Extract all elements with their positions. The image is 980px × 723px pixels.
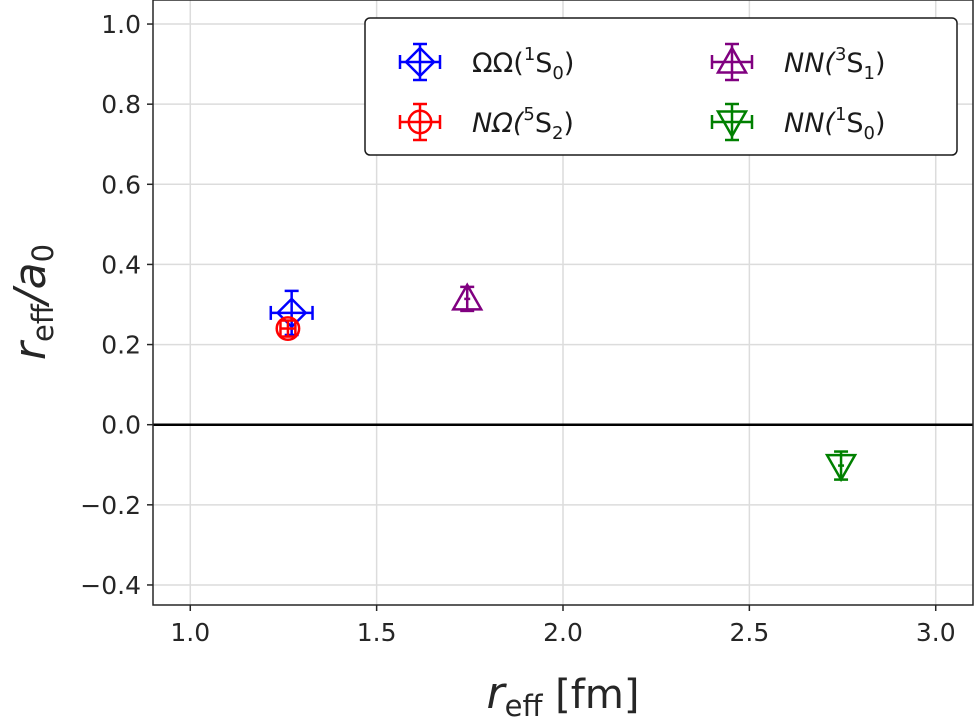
legend-label-sub: 0 <box>864 123 875 144</box>
legend-label: NN(3S1) <box>784 44 886 84</box>
legend-label-mid: S <box>535 48 552 79</box>
data-point <box>269 289 314 337</box>
legend-entry: NN(3S1) <box>710 42 886 84</box>
marker-diamond <box>275 297 308 329</box>
legend-label: NN(1S0) <box>784 104 886 144</box>
legend-label-mid: S <box>846 48 863 79</box>
data-point <box>824 450 858 483</box>
legend-label-sub: 2 <box>552 123 563 144</box>
legend-label-sub: 1 <box>864 63 875 84</box>
legend-label-main: NN( <box>784 48 836 79</box>
y-tick-label: 0.8 <box>101 90 141 119</box>
legend-label-main: NΩ( <box>472 108 525 139</box>
legend-label-sub: 0 <box>552 63 563 84</box>
y-tick-label: 0.6 <box>101 170 141 199</box>
legend-label-mid: S <box>846 108 863 139</box>
legend-label: NΩ(5S2) <box>472 104 574 144</box>
data-point <box>451 282 484 313</box>
ticks: 1.0 1.5 2.0 2.5 3.0 −0.4 −0.2 0.0 0.2 0.4 0.6 0.8 1.… <box>80 10 955 647</box>
y-tick-label: −0.2 <box>80 491 141 520</box>
marker-triangle-up <box>451 282 484 311</box>
legend-label-main: ΩΩ( <box>472 48 524 79</box>
y-tick-label: 1.0 <box>101 10 141 39</box>
data-point <box>275 316 301 341</box>
legend-entry: NN(1S0) <box>710 102 886 144</box>
legend-label-end: ) <box>875 108 886 139</box>
x-tick-label: 2.5 <box>729 618 769 647</box>
x-tick-label: 2.0 <box>543 618 583 647</box>
legend-label-end: ) <box>875 48 886 79</box>
legend-entry: ΩΩ(1S0) <box>398 42 574 84</box>
data-points <box>269 282 858 483</box>
x-tick-label: 1.5 <box>357 618 397 647</box>
legend-label-sup: 1 <box>524 44 535 65</box>
x-axis-label: reff [fm] <box>487 668 640 723</box>
legend-label-sup: 5 <box>523 104 534 125</box>
legend-label: ΩΩ(1S0) <box>472 44 574 84</box>
y-tick-label: 0.0 <box>101 411 141 440</box>
legend-label-main: NN( <box>784 108 836 139</box>
y-tick-label: 0.2 <box>101 331 141 360</box>
marker-circle <box>275 316 301 341</box>
legend-label-mid: S <box>535 108 552 139</box>
marker-diamond <box>404 46 436 78</box>
legend-label-end: ) <box>564 48 575 79</box>
marker-triangle-down <box>715 110 749 139</box>
legend-label-sup: 3 <box>835 44 846 65</box>
legend-label-end: ) <box>563 108 574 139</box>
x-tick-label: 1.0 <box>170 618 210 647</box>
y-tick-label: 0.4 <box>101 250 141 279</box>
x-tick-label: 3.0 <box>916 618 956 647</box>
marker-triangle-up <box>715 45 749 74</box>
legend-entry: NΩ(5S2) <box>398 102 574 144</box>
y-axis-label: reff/a0 <box>5 244 60 360</box>
y-tick-label: −0.4 <box>80 571 141 600</box>
legend: ΩΩ(1S0)NΩ(5S2)NN(3S1)NN(1S0) <box>364 17 958 156</box>
legend-box <box>364 17 958 156</box>
marker-triangle-down <box>824 453 858 483</box>
marker-circle <box>407 109 433 135</box>
legend-label-sup: 1 <box>835 104 846 125</box>
